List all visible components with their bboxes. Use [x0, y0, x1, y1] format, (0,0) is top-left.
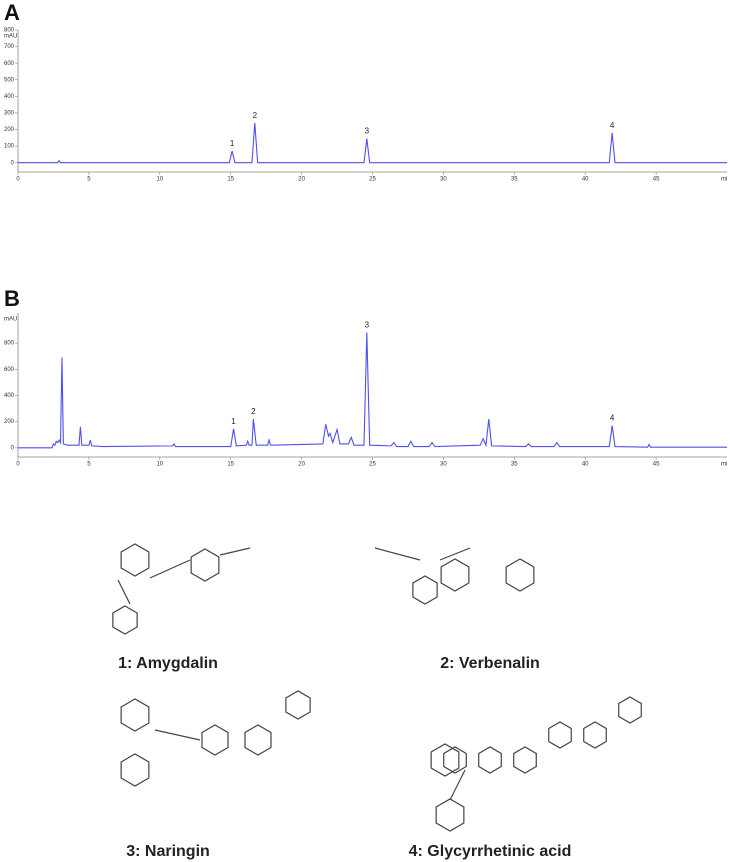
- chromatogram-line: [18, 122, 727, 164]
- x-tick-label: 0: [16, 462, 20, 468]
- x-tick-label: 25: [369, 177, 376, 183]
- y-tick-label: 200: [4, 419, 15, 425]
- ring: [440, 558, 470, 592]
- x-axis-label: mi: [721, 462, 727, 468]
- peak-label: 4: [610, 121, 615, 130]
- bond: [219, 547, 251, 556]
- ring: [244, 724, 272, 756]
- x-tick-label: 45: [653, 177, 660, 183]
- ring: [120, 543, 150, 577]
- chromatogram-line: [18, 332, 727, 449]
- ring: [190, 548, 220, 582]
- x-tick-label: 20: [298, 462, 305, 468]
- ring: [443, 746, 467, 774]
- panel-label: B: [4, 286, 20, 311]
- x-tick-label: 25: [369, 462, 376, 468]
- x-tick-label: 30: [440, 462, 447, 468]
- ring: [618, 696, 642, 724]
- ring: [435, 798, 465, 832]
- x-tick-label: 5: [87, 177, 91, 183]
- compound-label: 1: Amygdalin: [118, 655, 218, 672]
- ring: [583, 721, 607, 749]
- bond: [149, 559, 191, 579]
- y-tick-label: 500: [4, 77, 15, 83]
- peak-label: 4: [610, 414, 615, 423]
- ring: [412, 575, 438, 605]
- bond: [117, 579, 131, 605]
- bond: [439, 547, 471, 561]
- ring: [120, 698, 150, 732]
- x-tick-label: 10: [156, 462, 163, 468]
- ring: [112, 605, 138, 635]
- y-tick-label: 700: [4, 44, 15, 50]
- y-tick-label: 0: [11, 160, 15, 166]
- peak-label: 3: [365, 321, 370, 330]
- ring: [430, 743, 460, 777]
- y-axis-label: mAU: [4, 34, 17, 40]
- y-tick-label: 400: [4, 94, 15, 100]
- x-tick-label: 35: [511, 177, 518, 183]
- x-tick-label: 5: [87, 462, 91, 468]
- bond: [449, 769, 466, 801]
- x-tick-label: 0: [16, 177, 20, 183]
- compound-label: 2: Verbenalin: [440, 655, 540, 672]
- y-tick-label: 800: [4, 341, 15, 347]
- ring: [548, 721, 572, 749]
- compound-label: 3: Naringin: [126, 843, 210, 860]
- peak-label: 1: [231, 417, 236, 426]
- x-tick-label: 10: [156, 177, 163, 183]
- x-tick-label: 30: [440, 177, 447, 183]
- ring: [478, 746, 502, 774]
- compound-label: 4: Glycyrrhetinic acid: [409, 843, 572, 860]
- y-tick-label: 0: [11, 445, 15, 451]
- peak-label: 1: [230, 139, 235, 148]
- y-tick-label: 300: [4, 111, 15, 117]
- y-tick-label: 200: [4, 127, 15, 133]
- ring: [201, 724, 229, 756]
- bond: [374, 547, 421, 561]
- x-tick-label: 20: [298, 177, 305, 183]
- y-tick-label: 600: [4, 61, 15, 67]
- x-tick-label: 35: [511, 462, 518, 468]
- ring: [285, 690, 311, 720]
- x-axis-label: mi: [721, 177, 727, 183]
- y-tick-label: 100: [4, 144, 15, 150]
- y-tick-label: 400: [4, 393, 15, 399]
- ring: [513, 746, 537, 774]
- bond: [154, 729, 201, 741]
- panel-label: A: [4, 0, 20, 25]
- peak-label: 2: [251, 407, 256, 416]
- x-tick-label: 15: [227, 462, 234, 468]
- y-axis-label: mAU: [4, 317, 17, 323]
- x-tick-label: 15: [227, 177, 234, 183]
- ring: [505, 558, 535, 592]
- x-tick-label: 40: [582, 177, 589, 183]
- x-tick-label: 45: [653, 462, 660, 468]
- y-tick-label: 600: [4, 367, 15, 373]
- peak-label: 2: [253, 111, 258, 120]
- peak-label: 3: [365, 127, 370, 136]
- y-tick-label: 800: [4, 28, 15, 34]
- x-tick-label: 40: [582, 462, 589, 468]
- ring: [120, 753, 150, 787]
